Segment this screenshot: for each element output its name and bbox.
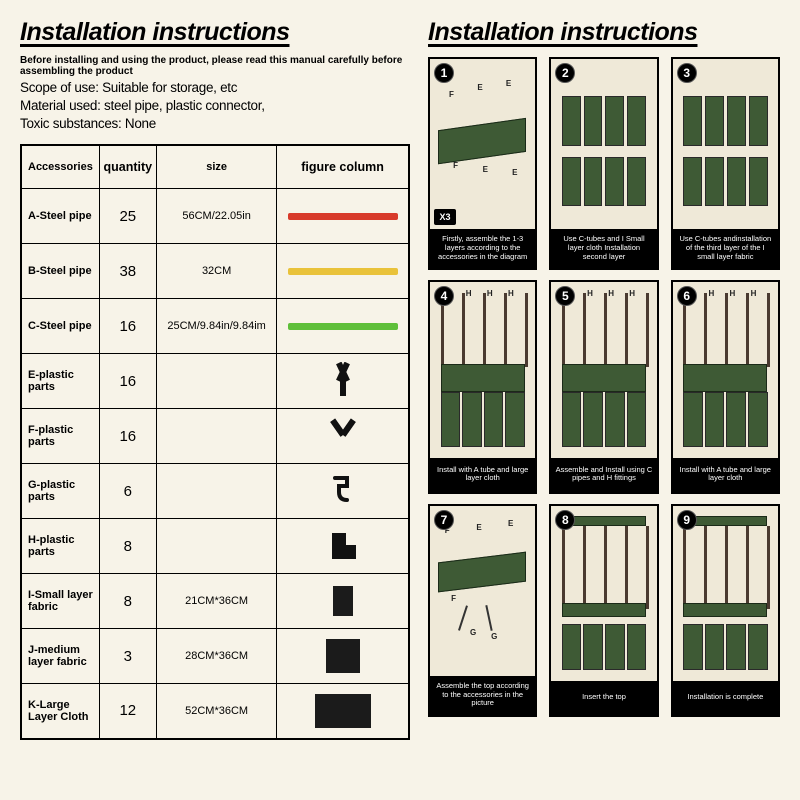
- cell-name: G-plastic parts: [21, 464, 99, 519]
- cell-size: 56CM/22.05in: [157, 189, 277, 244]
- table-row: J-medium layer fabric328CM*36CM: [21, 629, 409, 684]
- cell-qty: 3: [99, 629, 157, 684]
- step-illustration: HHHH: [430, 282, 535, 457]
- step-number-badge: 1: [434, 63, 454, 83]
- table-row: H-plastic parts8: [21, 519, 409, 574]
- step-6: 6HHHHInstall with A tube and large layer…: [671, 280, 780, 493]
- table-row: E-plastic parts16: [21, 354, 409, 409]
- cell-size: 21CM*36CM: [157, 574, 277, 629]
- step-illustration: FEEFGG: [430, 506, 535, 676]
- step-caption: Use C-tubes and I Small layer cloth Inst…: [551, 229, 656, 268]
- spec-line: Scope of use: Suitable for storage, etc: [20, 79, 410, 97]
- preamble: Before installing and using the product,…: [20, 55, 410, 77]
- step-number-badge: 6: [677, 286, 697, 306]
- cell-qty: 16: [99, 299, 157, 354]
- step-illustration: FEEFEEX3: [430, 59, 535, 229]
- cell-name: I-Small layer fabric: [21, 574, 99, 629]
- cell-qty: 12: [99, 684, 157, 739]
- step-illustration: HHHH: [551, 282, 656, 457]
- right-column: Installation instructions 1FEEFEEX3First…: [428, 18, 780, 782]
- step-illustration: HHHH: [673, 282, 778, 457]
- step-caption: Insert the top: [551, 681, 656, 715]
- cell-figure: [277, 409, 409, 464]
- cell-qty: 8: [99, 519, 157, 574]
- step-number-badge: 8: [555, 510, 575, 530]
- cell-size: [157, 519, 277, 574]
- table-row: B-Steel pipe3832CM: [21, 244, 409, 299]
- cell-qty: 6: [99, 464, 157, 519]
- cell-name: B-Steel pipe: [21, 244, 99, 299]
- step-caption: Assemble and Install using C pipes and H…: [551, 458, 656, 492]
- step-2: 2Use C-tubes and I Small layer cloth Ins…: [549, 57, 658, 270]
- left-column: Installation instructions Before install…: [20, 18, 410, 782]
- x3-badge: X3: [434, 209, 456, 225]
- cell-size: [157, 354, 277, 409]
- step-caption: Firstly, assemble the 1-3 layers accordi…: [430, 229, 535, 268]
- col-figure: figure column: [277, 145, 409, 189]
- table-row: G-plastic parts6: [21, 464, 409, 519]
- col-quantity: quantity: [99, 145, 157, 189]
- table-row: I-Small layer fabric821CM*36CM: [21, 574, 409, 629]
- cell-qty: 16: [99, 409, 157, 464]
- spec-line: Toxic substances: None: [20, 115, 410, 133]
- cell-name: E-plastic parts: [21, 354, 99, 409]
- cell-figure: [277, 189, 409, 244]
- step-9: 9 Installation is complete: [671, 504, 780, 717]
- cell-figure: [277, 354, 409, 409]
- cell-name: K-Large Layer Cloth: [21, 684, 99, 739]
- step-number-badge: 9: [677, 510, 697, 530]
- step-caption: Installation is complete: [673, 681, 778, 715]
- cell-figure: [277, 574, 409, 629]
- table-row: F-plastic parts16: [21, 409, 409, 464]
- step-1: 1FEEFEEX3Firstly, assemble the 1-3 layer…: [428, 57, 537, 270]
- cell-size: [157, 409, 277, 464]
- step-3: 3 Use C-tubes andinstallation of the thir…: [671, 57, 780, 270]
- step-caption: Install with A tube and large layer clot…: [673, 458, 778, 492]
- step-illustration: [551, 506, 656, 681]
- cell-size: 28CM*36CM: [157, 629, 277, 684]
- cell-figure: [277, 684, 409, 739]
- heading-right: Installation instructions: [428, 18, 780, 47]
- col-size: size: [157, 145, 277, 189]
- cell-qty: 25: [99, 189, 157, 244]
- step-caption: Use C-tubes andinstallation of the third…: [673, 229, 778, 268]
- accessories-table: Accessories quantity size figure column …: [20, 144, 410, 740]
- steps-grid: 1FEEFEEX3Firstly, assemble the 1-3 layer…: [428, 57, 780, 717]
- step-illustration: [673, 506, 778, 681]
- spec-line: Material used: steel pipe, plastic conne…: [20, 97, 410, 115]
- cell-figure: [277, 519, 409, 574]
- col-accessories: Accessories: [21, 145, 99, 189]
- cell-name: J-medium layer fabric: [21, 629, 99, 684]
- cell-figure: [277, 629, 409, 684]
- step-7: 7FEEFGGAssemble the top according to the…: [428, 504, 537, 717]
- step-number-badge: 3: [677, 63, 697, 83]
- cell-qty: 8: [99, 574, 157, 629]
- heading-left: Installation instructions: [20, 18, 410, 47]
- cell-qty: 38: [99, 244, 157, 299]
- step-number-badge: 7: [434, 510, 454, 530]
- step-8: 8 Insert the top: [549, 504, 658, 717]
- step-caption: Install with A tube and large layer clot…: [430, 458, 535, 492]
- cell-size: [157, 464, 277, 519]
- cell-name: H-plastic parts: [21, 519, 99, 574]
- cell-figure: [277, 299, 409, 354]
- step-illustration: [673, 59, 778, 229]
- step-illustration: [551, 59, 656, 229]
- table-row: A-Steel pipe2556CM/22.05in: [21, 189, 409, 244]
- table-row: K-Large Layer Cloth1252CM*36CM: [21, 684, 409, 739]
- spec-lines: Scope of use: Suitable for storage, etc …: [20, 79, 410, 134]
- cell-name: A-Steel pipe: [21, 189, 99, 244]
- cell-figure: [277, 244, 409, 299]
- step-caption: Assemble the top according to the access…: [430, 676, 535, 715]
- cell-name: F-plastic parts: [21, 409, 99, 464]
- table-row: C-Steel pipe1625CM/9.84in/9.84im: [21, 299, 409, 354]
- cell-qty: 16: [99, 354, 157, 409]
- cell-figure: [277, 464, 409, 519]
- step-5: 5HHHHAssemble and Install using C pipes …: [549, 280, 658, 493]
- cell-name: C-Steel pipe: [21, 299, 99, 354]
- cell-size: 52CM*36CM: [157, 684, 277, 739]
- step-4: 4HHHHInstall with A tube and large layer…: [428, 280, 537, 493]
- cell-size: 32CM: [157, 244, 277, 299]
- cell-size: 25CM/9.84in/9.84im: [157, 299, 277, 354]
